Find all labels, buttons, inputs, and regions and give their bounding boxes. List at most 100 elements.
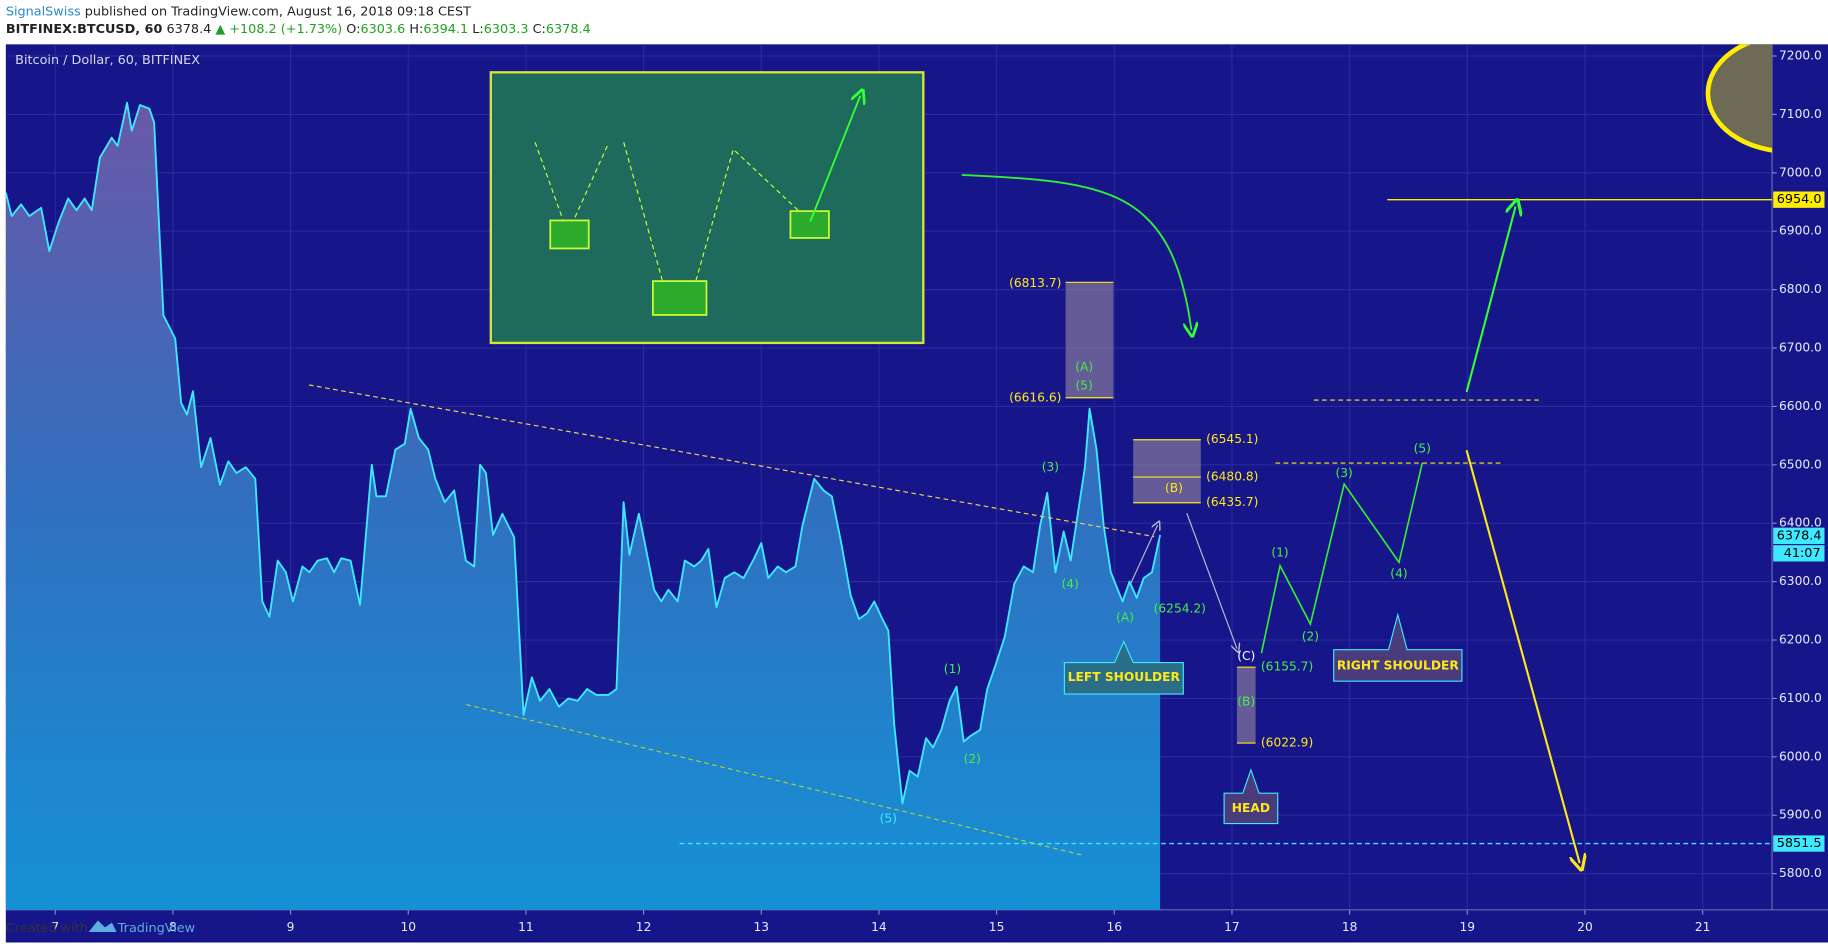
x-tick-label: 21 [1695,920,1711,934]
annotation: (6813.7) [1009,276,1061,290]
pattern-marker [549,219,590,250]
range-box [1133,439,1201,503]
y-tick-label: 6000.0 [1779,749,1822,763]
annotation: HEAD [1232,801,1270,815]
y-tick-label: 7100.0 [1779,107,1822,121]
y-tick-label: 6100.0 [1779,691,1822,705]
price-label: 5851.5 [1777,836,1822,851]
arrow [1465,206,1516,393]
y-tick-label: 6900.0 [1779,224,1822,238]
arrow [809,96,860,222]
o-label: O: [346,22,360,37]
annotation: RIGHT SHOULDER [1337,659,1460,673]
y-tick-label: 5900.0 [1779,808,1822,822]
annotation: (3) [1042,460,1059,474]
annotation: (3) [1336,466,1353,480]
countdown: 41:07 [1784,546,1821,561]
l-label: L: [472,22,483,37]
annotation: (2) [1302,629,1319,643]
y-tick-label: 6800.0 [1779,282,1822,296]
x-tick-label: 17 [1224,920,1240,934]
footer-brand[interactable]: TradingView [117,921,195,936]
annotation: (5) [880,811,897,825]
annotation: (6254.2) [1154,601,1206,615]
annotation: LEFT SHOULDER [1068,670,1181,684]
annotation: (1) [1271,545,1288,559]
annotation: (6616.6) [1009,390,1061,404]
y-tick-label: 6500.0 [1779,457,1822,471]
x-tick-label: 13 [753,920,769,934]
x-tick-label: 11 [518,920,534,934]
range-box [1065,282,1114,398]
footer-bg [0,942,1828,946]
annotation: (5) [1076,379,1093,393]
quote-line: BITFINEX:BTCUSD, 60 6378.4 ▲ +108.2 (+1.… [6,22,591,37]
h-value: 6394.1 [423,22,468,37]
price-label: 6954.0 [1777,192,1822,207]
arrow [1186,513,1237,648]
x-tick-label: 8 [169,920,177,934]
x-tick-label: 9 [287,920,295,934]
annotation: (A) [1116,611,1134,625]
x-tick-label: 7 [51,920,59,934]
y-tick-label: 7000.0 [1779,165,1822,179]
x-tick-label: 15 [989,920,1005,934]
labels: 5800.0 5900.0 6000.0 6100.0 6200.0 6300.0 6400… [51,49,1825,934]
drawings [308,44,1773,863]
callout [1223,768,1279,825]
pattern-marker [789,210,830,239]
symbol: BITFINEX:BTCUSD, 60 [6,22,163,37]
c-value: 6378.4 [546,22,591,37]
y-tick-label: 7200.0 [1779,49,1822,63]
annotation: (6435.7) [1206,495,1258,509]
projection [1260,462,1424,654]
annotation: (6155.7) [1261,660,1313,674]
footer-text: Created with [6,921,88,936]
curved-arrow [961,174,1192,330]
annotation: (4) [1390,566,1407,580]
x-tick-label: 10 [400,920,416,934]
annotation: (6022.9) [1261,736,1313,750]
annotation: (5) [1414,442,1431,456]
y-tick-label: 6200.0 [1779,633,1822,647]
area [5,102,1161,910]
price-label-bg [1773,835,1825,852]
annotation: (C) [1237,649,1255,663]
callout [1333,612,1463,682]
countdown-bg [1773,545,1825,562]
y-tick-label: 6700.0 [1779,341,1822,355]
chart-title: Bitcoin / Dollar, 60, BITFINEX [15,53,200,68]
h-label: H: [409,22,423,37]
l-value: 6303.3 [484,22,529,37]
annotation: (A) [1075,360,1093,374]
x-tick-label: 12 [636,920,652,934]
last: 6378.4 [166,22,211,37]
annotation: (1) [944,662,961,676]
trend-line [308,384,1155,538]
x-tick-label: 14 [871,920,887,934]
o-value: 6303.6 [360,22,405,37]
c-label: C: [533,22,546,37]
arrow [1465,449,1580,863]
y-tick-label: 5800.0 [1779,866,1822,880]
x-tick-label: 18 [1342,920,1358,934]
y-tick-label: 6400.0 [1779,516,1822,530]
y-tick-label: 6600.0 [1779,399,1822,413]
range-box [1236,667,1256,744]
published: published on TradingView.com, August 16,… [85,4,471,19]
annotation: (2) [964,752,981,766]
annotation: (6545.1) [1206,432,1258,446]
price-label-bg [1773,191,1825,208]
y-tick-label: 6300.0 [1779,574,1822,588]
header-line: SignalSwiss published on TradingView.com… [6,4,471,19]
change: ▲ +108.2 (+1.73%) [215,22,342,37]
annotation: (B) [1165,481,1183,495]
ellipse [1705,44,1773,153]
x-tick-label: 20 [1577,920,1593,934]
x-tick-label: 16 [1106,920,1122,934]
arrow [1130,525,1158,584]
annotation: (4) [1062,577,1079,591]
series [5,101,1773,910]
